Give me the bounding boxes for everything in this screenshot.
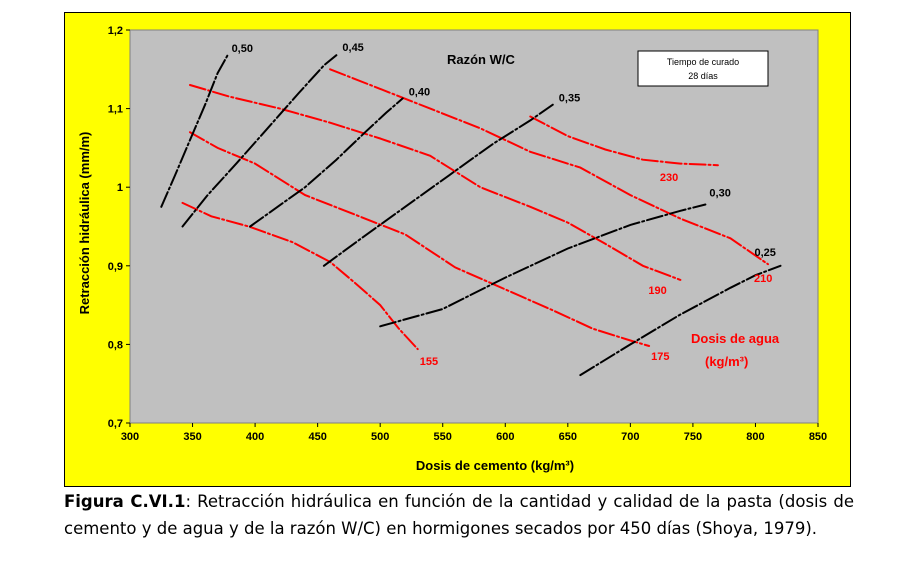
curing-text-line1: Tiempo de curado <box>667 57 739 67</box>
caption-label: Figura C.VI.1 <box>64 492 186 511</box>
y-tick-label: 0,8 <box>108 339 123 351</box>
y-tick-label: 0,7 <box>108 418 123 430</box>
wc-group-label: Razón W/C <box>447 52 515 67</box>
x-tick-label: 850 <box>809 431 827 443</box>
water-series-label: 230 <box>660 172 678 184</box>
figure-caption: Figura C.VI.1: Retracción hidráulica en … <box>64 488 854 542</box>
water-series-label: 155 <box>420 356 438 368</box>
wc-series-line <box>379 203 707 328</box>
wc-series-label: 0,45 <box>342 42 363 54</box>
water-group-label-line1: Dosis de agua <box>691 331 780 346</box>
x-tick-label: 300 <box>121 431 139 443</box>
x-tick-label: 600 <box>496 431 514 443</box>
x-tick-label: 700 <box>621 431 639 443</box>
wc-series-label: 0,50 <box>232 43 253 55</box>
water-series-label: 210 <box>754 273 772 285</box>
x-tick-label: 450 <box>308 431 326 443</box>
wc-series-label: 0,35 <box>559 93 580 105</box>
x-tick-label: 500 <box>371 431 389 443</box>
caption-text: : Retracción hidráulica en función de la… <box>64 492 854 538</box>
curing-box <box>637 50 769 87</box>
water-series-line <box>189 84 682 281</box>
x-tick-label: 350 <box>183 431 201 443</box>
curing-text-line2: 28 días <box>688 71 718 81</box>
wc-series-label: 0,40 <box>409 86 430 98</box>
water-series-line <box>529 115 719 167</box>
water-series-label: 190 <box>648 285 666 297</box>
wc-series-line <box>249 97 404 228</box>
y-tick-label: 0,9 <box>108 261 123 273</box>
y-tick-label: 1,1 <box>108 104 123 116</box>
wc-series-label: 0,30 <box>709 187 730 199</box>
x-tick-label: 650 <box>559 431 577 443</box>
x-axis-label: Dosis de cemento (kg/m³) <box>416 458 574 473</box>
y-tick-label: 1 <box>117 182 123 194</box>
water-series-line <box>189 131 651 347</box>
wc-series-line <box>579 264 782 377</box>
x-tick-label: 750 <box>684 431 702 443</box>
plot-area <box>129 29 819 424</box>
water-group-label-line2: (kg/m³) <box>705 354 748 369</box>
wc-series-line <box>181 54 338 228</box>
y-tick-label: 1,2 <box>108 25 123 37</box>
x-tick-label: 550 <box>434 431 452 443</box>
water-series-line <box>329 68 769 266</box>
figure-panel: 300 350 400 450 500 550 600 650 700 750 800 850 0,7 0… <box>64 12 851 487</box>
x-tick-label: 400 <box>246 431 264 443</box>
wc-series-line <box>322 103 554 267</box>
shrinkage-chart: 300 350 400 450 500 550 600 650 700 750 800 850 0,7 0… <box>77 25 827 473</box>
wc-series-label: 0,25 <box>754 247 775 259</box>
water-series-label: 175 <box>651 351 669 363</box>
y-axis-label: Retracción hidráulica (mm/m) <box>77 132 92 315</box>
wc-series-line <box>160 54 229 208</box>
x-tick-label: 800 <box>746 431 764 443</box>
